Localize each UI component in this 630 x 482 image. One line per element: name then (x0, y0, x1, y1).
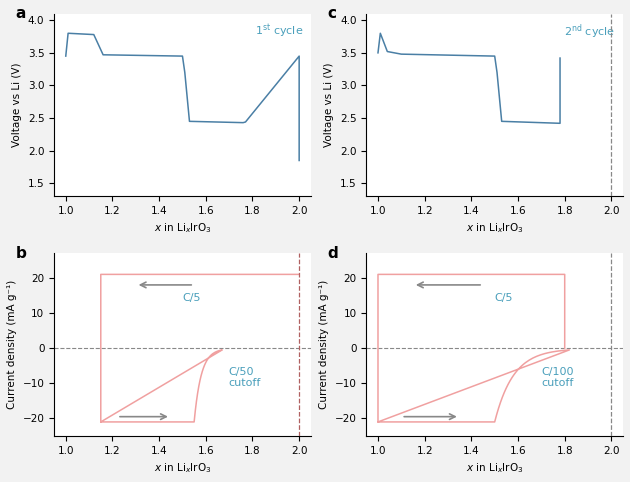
X-axis label: $x$ in Li$_x$IrO$_3$: $x$ in Li$_x$IrO$_3$ (154, 222, 211, 235)
Text: 1$^{\rm st}$ cycle: 1$^{\rm st}$ cycle (255, 23, 303, 40)
Text: C/50
cutoff: C/50 cutoff (229, 367, 261, 388)
Text: 2$^{\rm nd}$ cycle: 2$^{\rm nd}$ cycle (564, 23, 616, 41)
X-axis label: $x$ in Li$_x$IrO$_3$: $x$ in Li$_x$IrO$_3$ (466, 461, 524, 475)
X-axis label: $x$ in Li$_x$IrO$_3$: $x$ in Li$_x$IrO$_3$ (466, 222, 524, 235)
Text: C/5: C/5 (495, 294, 513, 304)
Y-axis label: Current density (mA g⁻¹): Current density (mA g⁻¹) (7, 280, 17, 409)
Y-axis label: Current density (mA g⁻¹): Current density (mA g⁻¹) (319, 280, 329, 409)
Text: C/100
cutoff: C/100 cutoff (541, 367, 573, 388)
Text: c: c (328, 6, 337, 21)
Text: a: a (16, 6, 26, 21)
Text: b: b (16, 246, 26, 261)
Y-axis label: Voltage vs Li (V): Voltage vs Li (V) (324, 63, 335, 147)
Text: C/5: C/5 (183, 294, 201, 304)
Y-axis label: Voltage vs Li (V): Voltage vs Li (V) (12, 63, 22, 147)
Text: d: d (328, 246, 338, 261)
X-axis label: $x$ in Li$_x$IrO$_3$: $x$ in Li$_x$IrO$_3$ (154, 461, 211, 475)
